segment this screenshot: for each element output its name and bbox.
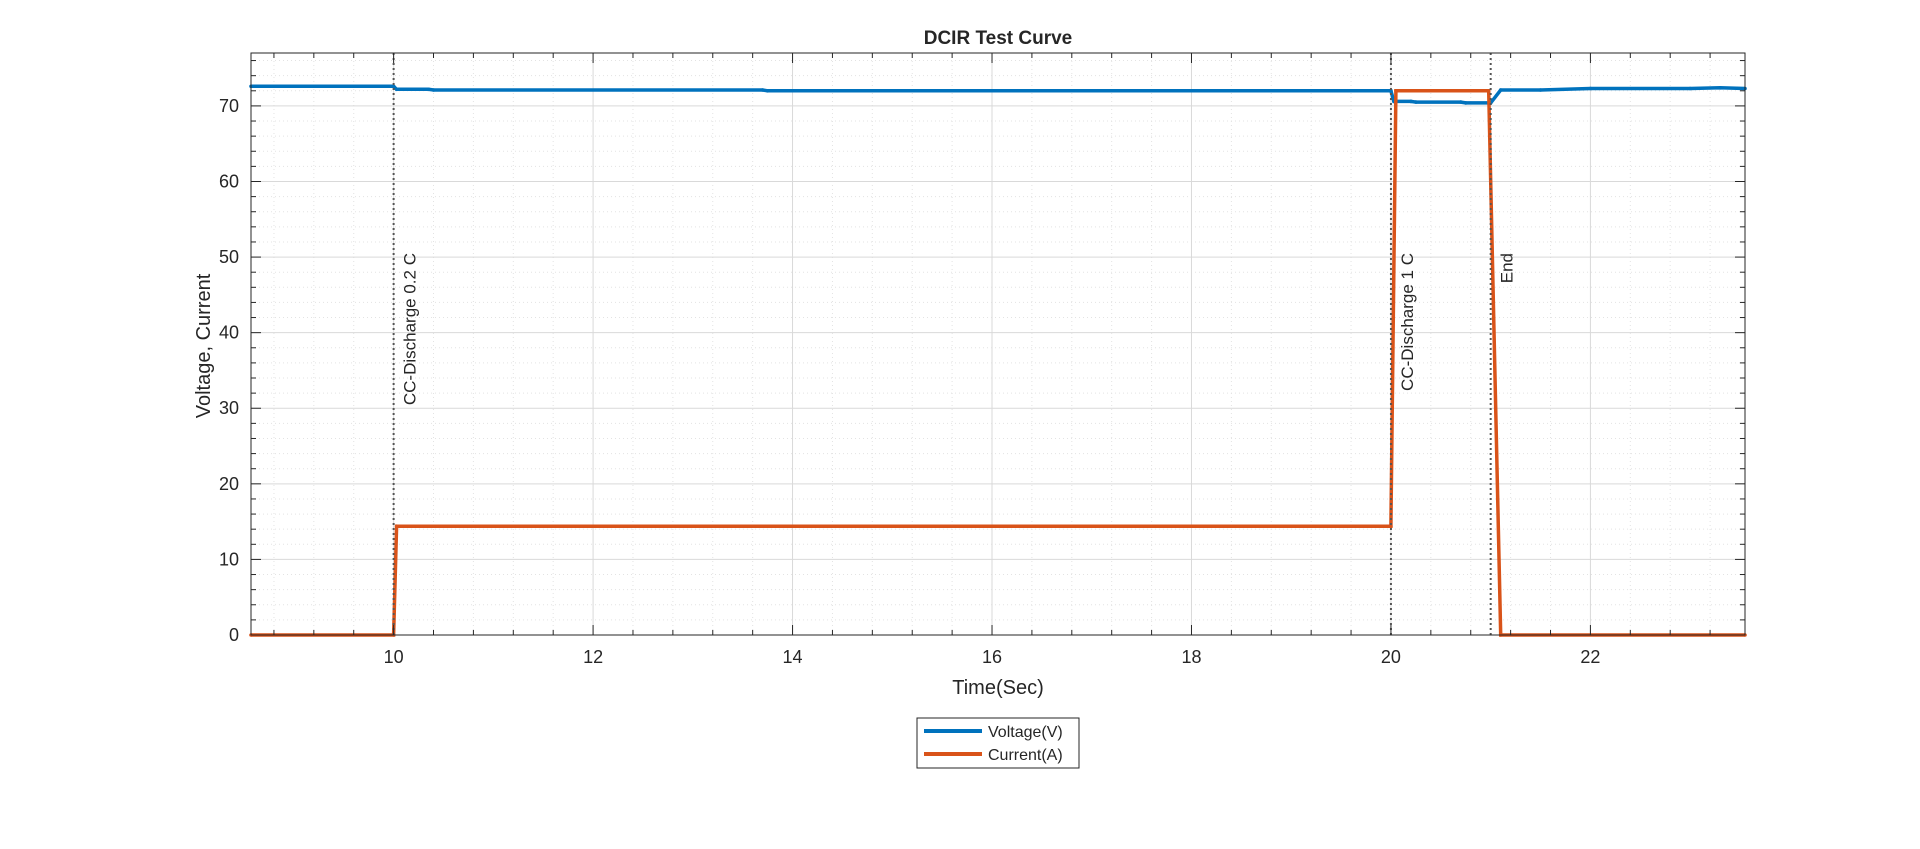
data-point-voltage-v [1498,88,1503,92]
data-point-voltage-v [1409,99,1413,104]
y-tick-label: 30 [219,398,239,418]
x-tick-label: 20 [1381,647,1401,667]
data-point-current-a [1394,89,1398,93]
event-lines: CC-Discharge 0.2 C CC-Discharge 1 C End [392,53,1517,635]
minor-grid [251,53,1745,635]
legend: Voltage(V) Current(A) [916,717,1080,769]
y-axis-label: Voltage, Current [193,273,215,418]
legend-label-voltage: Voltage(V) [988,724,1063,741]
data-point-voltage-v [1538,88,1543,92]
y-tick-label: 10 [219,549,239,569]
series-layer [249,84,1747,637]
data-point-voltage-v [1414,100,1418,104]
data-point-current-a [1389,524,1393,528]
data-point-voltage-v [765,89,770,93]
data-point-voltage-v [391,84,396,89]
legend-label-current: Current(A) [988,747,1063,764]
y-tick-label: 50 [219,247,239,267]
x-tick-label: 22 [1580,647,1600,667]
data-point-voltage-v [431,88,436,92]
chart-title: DCIR Test Curve [924,28,1073,49]
series-line-current-a [251,89,1745,637]
y-tick-label: 60 [219,171,239,191]
data-point-current-a [394,524,399,528]
event-label: End [1498,253,1517,283]
data-point-current-a [1486,89,1491,93]
data-point-voltage-v [1718,86,1722,90]
x-tick-label: 16 [982,647,1002,667]
y-tick-label: 40 [219,323,239,343]
data-point-voltage-v [1459,100,1463,104]
y-tick-label: 20 [219,474,239,494]
series-line-voltage-v [251,84,1746,105]
data-point-voltage-v [1588,86,1593,91]
x-tick-label: 18 [1181,647,1201,667]
y-tick-label: 0 [229,625,239,645]
x-tick-label: 10 [384,647,404,667]
data-point-voltage-v [760,88,765,92]
data-point-voltage-v [1463,101,1468,105]
event-label: CC-Discharge 1 C [1398,253,1417,391]
axes-box [250,52,1746,636]
y-tick-label: 70 [219,96,239,116]
x-tick-label: 14 [783,647,803,667]
axis-ticks: 10 12 14 16 18 20 22 0 10 20 30 40 50 60 70 [219,53,1745,667]
data-point-voltage-v [1688,86,1692,91]
legend-box [916,717,1080,769]
event-label: CC-Discharge 0.2 C [401,253,420,405]
data-point-voltage-v [394,87,399,92]
x-axis-label: Time(Sec) [952,677,1043,699]
data-point-voltage-v [426,87,431,92]
x-tick-label: 12 [583,647,603,667]
major-grid [251,53,1745,635]
